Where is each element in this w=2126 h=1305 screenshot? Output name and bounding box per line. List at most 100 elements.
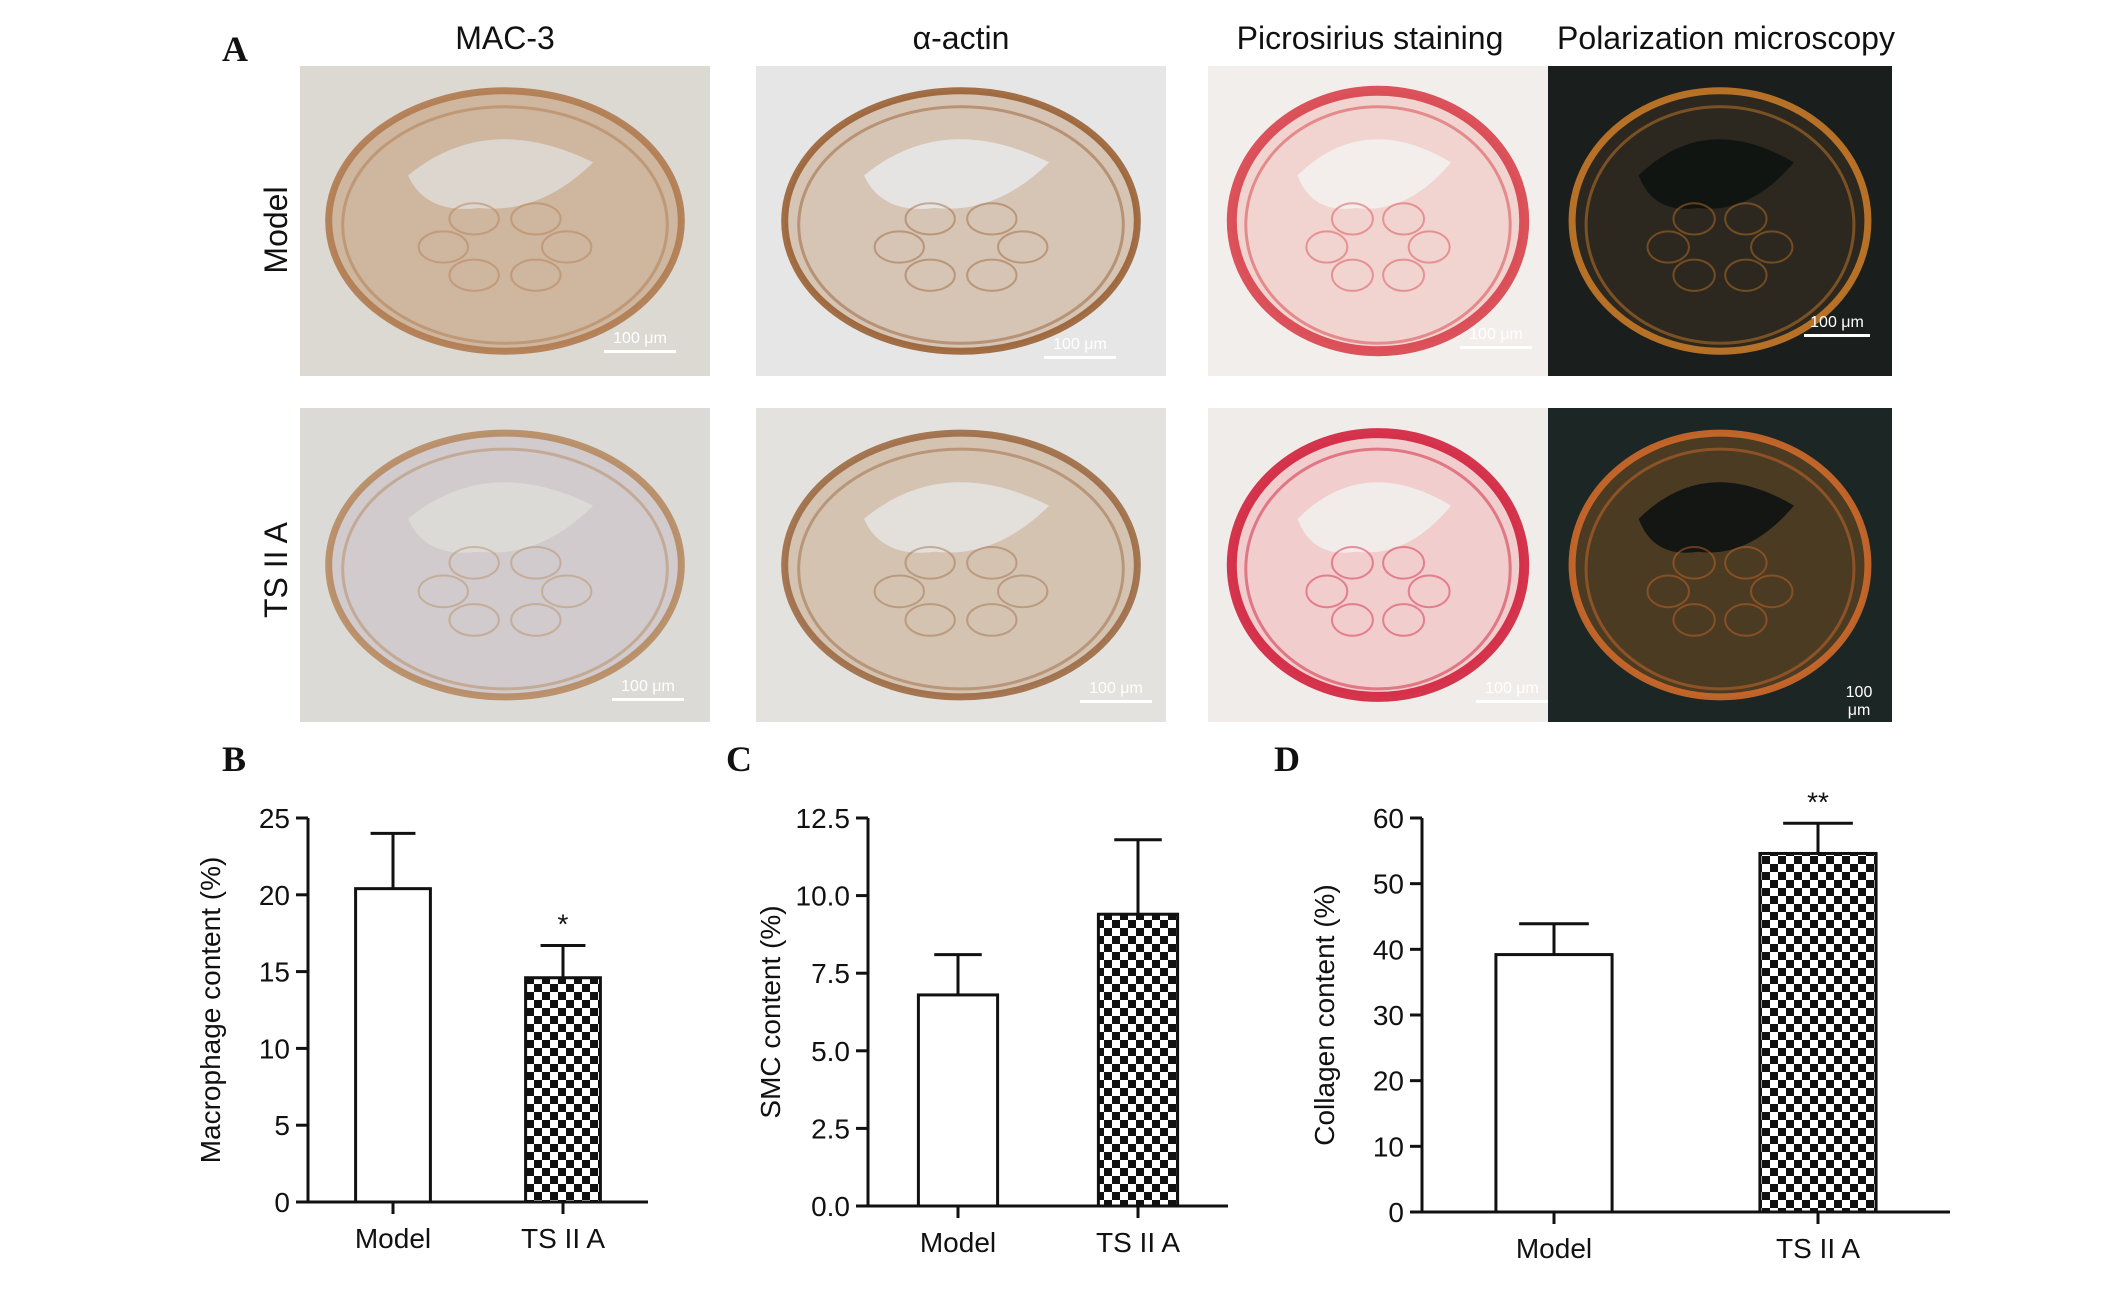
plaque-texture <box>1382 258 1426 292</box>
bar <box>354 887 432 1204</box>
x-tick-label: Model <box>355 1223 431 1254</box>
y-tick-label: 50 <box>1373 869 1404 900</box>
micrograph-actin-model <box>756 66 1166 376</box>
plaque-texture <box>1672 545 1716 580</box>
scale-bar: 100 μm <box>612 678 684 701</box>
y-tick-label: 12.5 <box>796 803 851 834</box>
plaque-texture <box>966 202 1018 236</box>
y-tick-label: 30 <box>1373 1000 1404 1031</box>
column-title-mac3: MAC-3 <box>455 20 555 56</box>
significance-marker: * <box>558 908 569 939</box>
micrograph-mac3-ts <box>300 408 710 722</box>
y-tick-label: 10.0 <box>796 881 851 912</box>
tissue-body <box>784 433 1138 697</box>
scale-bar-label: 100 μm <box>621 678 675 695</box>
y-tick-label: 20 <box>1373 1066 1404 1097</box>
vessel-wall-inner <box>341 447 669 691</box>
plaque-texture <box>873 230 925 264</box>
plaque-texture <box>1750 230 1794 264</box>
micrograph-polar-model <box>1548 66 1892 376</box>
vessel-wall <box>1568 429 1872 701</box>
vessel-wall-inner <box>1584 447 1856 691</box>
x-tick-label: Model <box>920 1227 996 1258</box>
vessel-lumen <box>1638 482 1794 553</box>
plaque-texture <box>448 545 500 580</box>
scale-bar-label: 100 μm <box>1469 326 1523 343</box>
plaque-texture <box>1724 202 1768 236</box>
x-tick-label: Model <box>1516 1233 1592 1264</box>
y-tick-label: 60 <box>1373 803 1404 834</box>
plaque-texture <box>541 230 593 264</box>
x-tick-label: TS II A <box>1096 1227 1180 1258</box>
scale-bar: 100 μm <box>1460 326 1532 349</box>
chart-macrophage: 0 5 10 15 20 25 Macrophage content (%) Model TS … <box>190 800 660 1300</box>
y-tick-label: 5.0 <box>811 1036 850 1067</box>
scale-bar-label: 100 μm <box>1810 314 1864 331</box>
plaque-texture <box>1724 545 1768 580</box>
tissue-body <box>1231 433 1525 697</box>
y-tick-label: 25 <box>259 803 290 834</box>
bar <box>1494 953 1614 1214</box>
y-tick-label: 10 <box>259 1033 290 1064</box>
plaque-texture <box>904 202 956 236</box>
plaque-texture <box>1382 545 1426 580</box>
vessel-lumen <box>1297 482 1452 553</box>
vessel-wall-inner <box>1584 105 1856 345</box>
bar-chart-svg: 0 5 10 15 20 25 Macrophage content (%) Model TS … <box>195 803 648 1254</box>
vessel-wall-inner <box>797 447 1125 691</box>
bar-chart-svg: 0.0 2.5 5.0 7.5 10.0 12.5 SMC content (%) Model… <box>755 803 1228 1258</box>
y-tick-label: 2.5 <box>811 1113 850 1144</box>
plaque-texture <box>510 258 562 292</box>
scale-bar: 100 μm <box>1080 680 1152 703</box>
plaque-texture <box>1330 545 1374 580</box>
plaque-texture <box>1724 603 1768 637</box>
plaque-texture <box>1672 202 1716 236</box>
column-title-picrosirius: Picrosirius staining <box>1236 20 1504 56</box>
vessel-lumen <box>408 482 594 553</box>
vessel-lumen <box>864 482 1050 553</box>
micrograph-actin-ts <box>756 408 1166 722</box>
plaque-texture <box>417 230 469 264</box>
plaque-texture <box>1382 603 1426 637</box>
plaque-texture <box>1305 574 1349 609</box>
plaque-texture <box>510 202 562 236</box>
bar <box>1758 851 1878 1214</box>
vessel-wall <box>781 429 1141 701</box>
vessel-wall-inner <box>341 105 669 345</box>
plaque-texture <box>1750 574 1794 609</box>
y-tick-label: 20 <box>259 880 290 911</box>
micrograph-sirius-ts <box>1208 408 1548 722</box>
y-tick-label: 40 <box>1373 934 1404 965</box>
y-tick-label: 15 <box>259 957 290 988</box>
y-tick-label: 0.0 <box>811 1191 850 1222</box>
vessel-lumen <box>408 139 594 209</box>
x-tick-label: TS II A <box>521 1223 605 1254</box>
vessel-lumen <box>1638 139 1794 209</box>
plaque-texture <box>904 603 956 637</box>
tissue-body <box>1572 90 1868 352</box>
y-axis-label: Collagen content (%) <box>1309 884 1340 1145</box>
scale-bar-label: 100 μm <box>1845 684 1873 719</box>
plaque-texture <box>1672 258 1716 292</box>
plaque-texture <box>1646 230 1690 264</box>
plaque-texture <box>966 258 1018 292</box>
panel-label-c: C <box>726 739 752 779</box>
plaque-texture <box>510 603 562 637</box>
plaque-texture <box>510 545 562 580</box>
plaque-texture <box>1407 574 1451 609</box>
scale-bar-label: 100 μm <box>1089 680 1143 697</box>
micrograph-polar-ts <box>1548 408 1892 722</box>
scale-bar-label: 100 μm <box>1053 336 1107 353</box>
scale-bar-label: 100 μm <box>613 330 667 347</box>
plaque-texture <box>966 603 1018 637</box>
tissue-body <box>328 90 682 352</box>
bar-chart-svg: 0 10 20 30 40 50 60 Collagen content (%) Model TS… <box>1309 786 1950 1264</box>
panel-label-d: D <box>1274 739 1300 779</box>
scale-bar: 100 μm <box>1834 684 1884 725</box>
y-tick-label: 0 <box>274 1187 290 1218</box>
bar <box>1096 912 1180 1208</box>
vessel-wall-inner <box>1244 447 1512 691</box>
plaque-texture <box>448 603 500 637</box>
row-label-ts: TS II A <box>258 521 294 619</box>
plaque-texture <box>904 545 956 580</box>
